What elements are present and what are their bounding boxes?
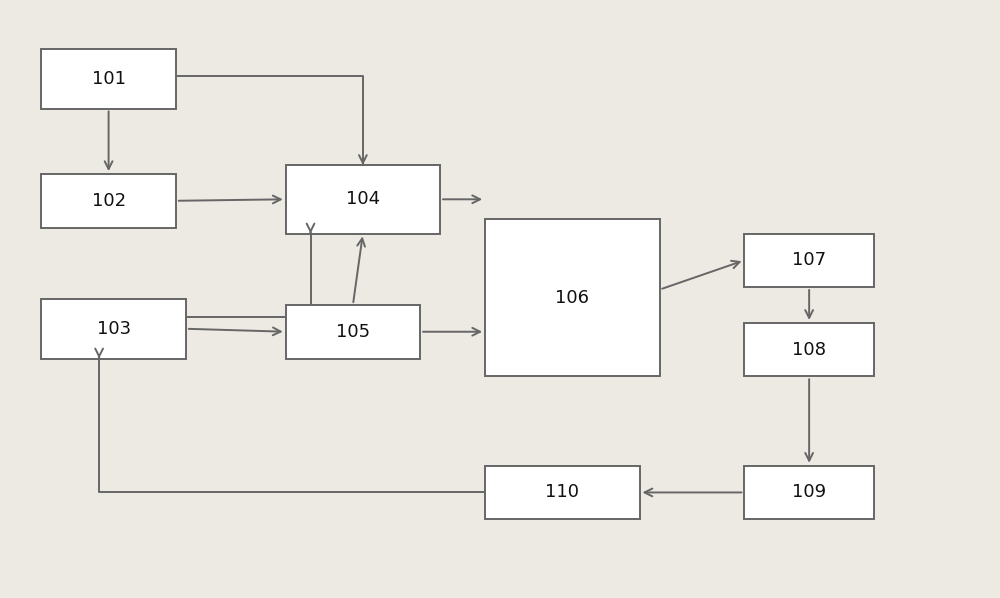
FancyBboxPatch shape — [485, 466, 640, 519]
Text: 104: 104 — [346, 190, 380, 208]
FancyBboxPatch shape — [41, 49, 176, 108]
FancyBboxPatch shape — [744, 234, 874, 287]
FancyBboxPatch shape — [41, 174, 176, 228]
Text: 101: 101 — [92, 70, 126, 88]
Text: 102: 102 — [92, 192, 126, 210]
Text: 107: 107 — [792, 251, 826, 269]
Text: 105: 105 — [336, 323, 370, 341]
FancyBboxPatch shape — [744, 466, 874, 519]
Text: 109: 109 — [792, 483, 826, 502]
Text: 106: 106 — [555, 288, 589, 307]
FancyBboxPatch shape — [485, 219, 660, 376]
Text: 103: 103 — [97, 320, 131, 338]
FancyBboxPatch shape — [286, 165, 440, 234]
FancyBboxPatch shape — [41, 299, 186, 359]
FancyBboxPatch shape — [286, 305, 420, 359]
Text: 110: 110 — [545, 483, 579, 502]
Text: 108: 108 — [792, 341, 826, 359]
FancyBboxPatch shape — [744, 323, 874, 376]
